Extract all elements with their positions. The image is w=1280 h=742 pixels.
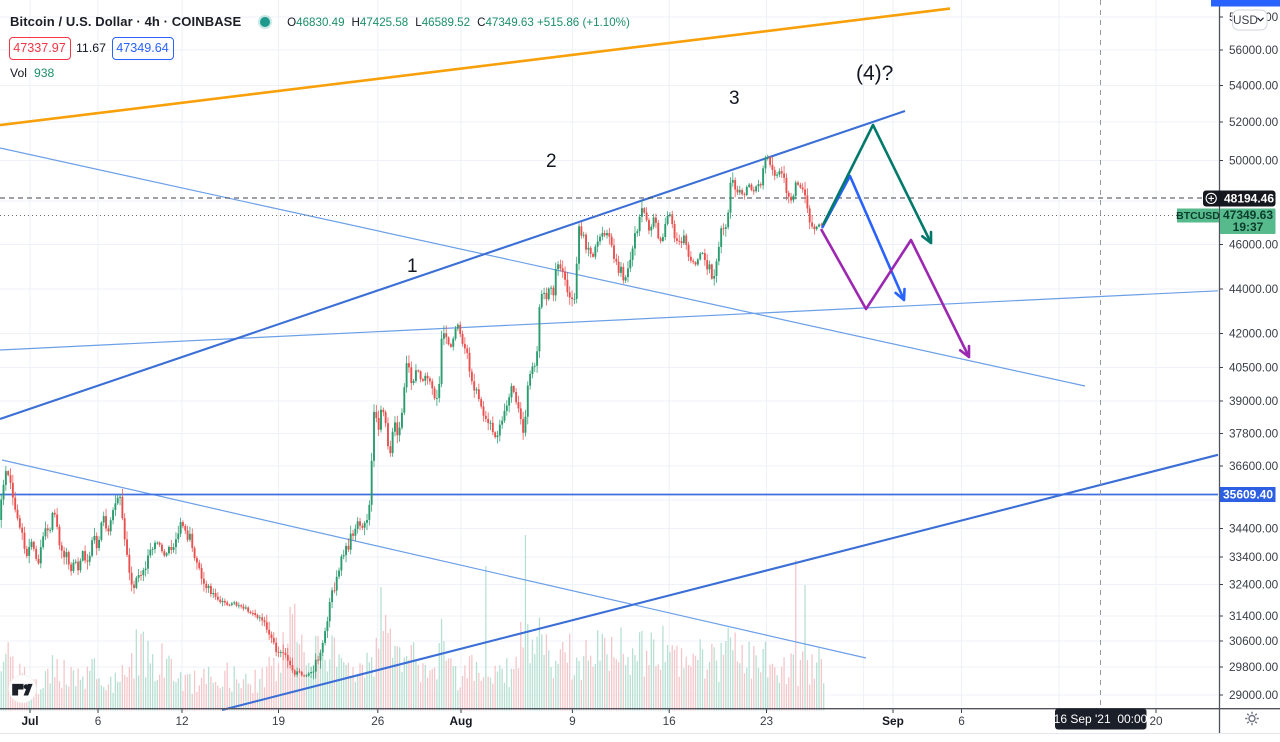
svg-text:20: 20 [1149,714,1163,728]
svg-text:30600.00: 30600.00 [1229,634,1279,648]
svg-text:39000.00: 39000.00 [1229,394,1279,408]
svg-text:50000.00: 50000.00 [1229,154,1279,168]
svg-text:48194.46: 48194.46 [1224,192,1274,206]
svg-text:Jul: Jul [21,714,38,728]
svg-text:35609.40: 35609.40 [1223,488,1273,502]
svg-text:34400.00: 34400.00 [1229,522,1279,536]
svg-text:56000.00: 56000.00 [1229,43,1279,57]
svg-text:1: 1 [407,256,418,277]
svg-text:6: 6 [95,714,102,728]
svg-text:6: 6 [958,714,965,728]
svg-text:31400.00: 31400.00 [1229,609,1279,623]
svg-text:26: 26 [371,714,385,728]
svg-text:36600.00: 36600.00 [1229,459,1279,473]
svg-text:32400.00: 32400.00 [1229,578,1279,592]
svg-text:Aug: Aug [450,714,473,728]
svg-text:19: 19 [272,714,285,728]
svg-text:12: 12 [175,714,188,728]
svg-text:16: 16 [663,714,677,728]
svg-text:16 Sep '21 00:00: 16 Sep '21 00:00 [1054,712,1148,726]
svg-text:54000.00: 54000.00 [1229,79,1279,93]
svg-text:19:37: 19:37 [1233,220,1264,234]
svg-text:29800.00: 29800.00 [1229,660,1279,674]
svg-text:46000.00: 46000.00 [1229,238,1279,252]
svg-text:37800.00: 37800.00 [1229,427,1279,441]
svg-text:44000.00: 44000.00 [1229,282,1279,296]
svg-text:23: 23 [760,714,774,728]
svg-text:3: 3 [729,88,740,109]
svg-text:2: 2 [546,151,557,172]
svg-text:40500.00: 40500.00 [1229,361,1279,375]
svg-text:47349.63: 47349.63 [1223,208,1273,222]
svg-text:(4)?: (4)? [856,62,893,85]
svg-text:52000.00: 52000.00 [1229,115,1279,129]
svg-text:BTCUSD: BTCUSD [1176,210,1220,222]
svg-text:42000.00: 42000.00 [1229,327,1279,341]
svg-text:USD: USD [1233,13,1258,27]
svg-text:33400.00: 33400.00 [1229,550,1279,564]
svg-text:Sep: Sep [882,714,904,728]
svg-text:9: 9 [569,714,576,728]
svg-text:29000.00: 29000.00 [1229,688,1279,702]
